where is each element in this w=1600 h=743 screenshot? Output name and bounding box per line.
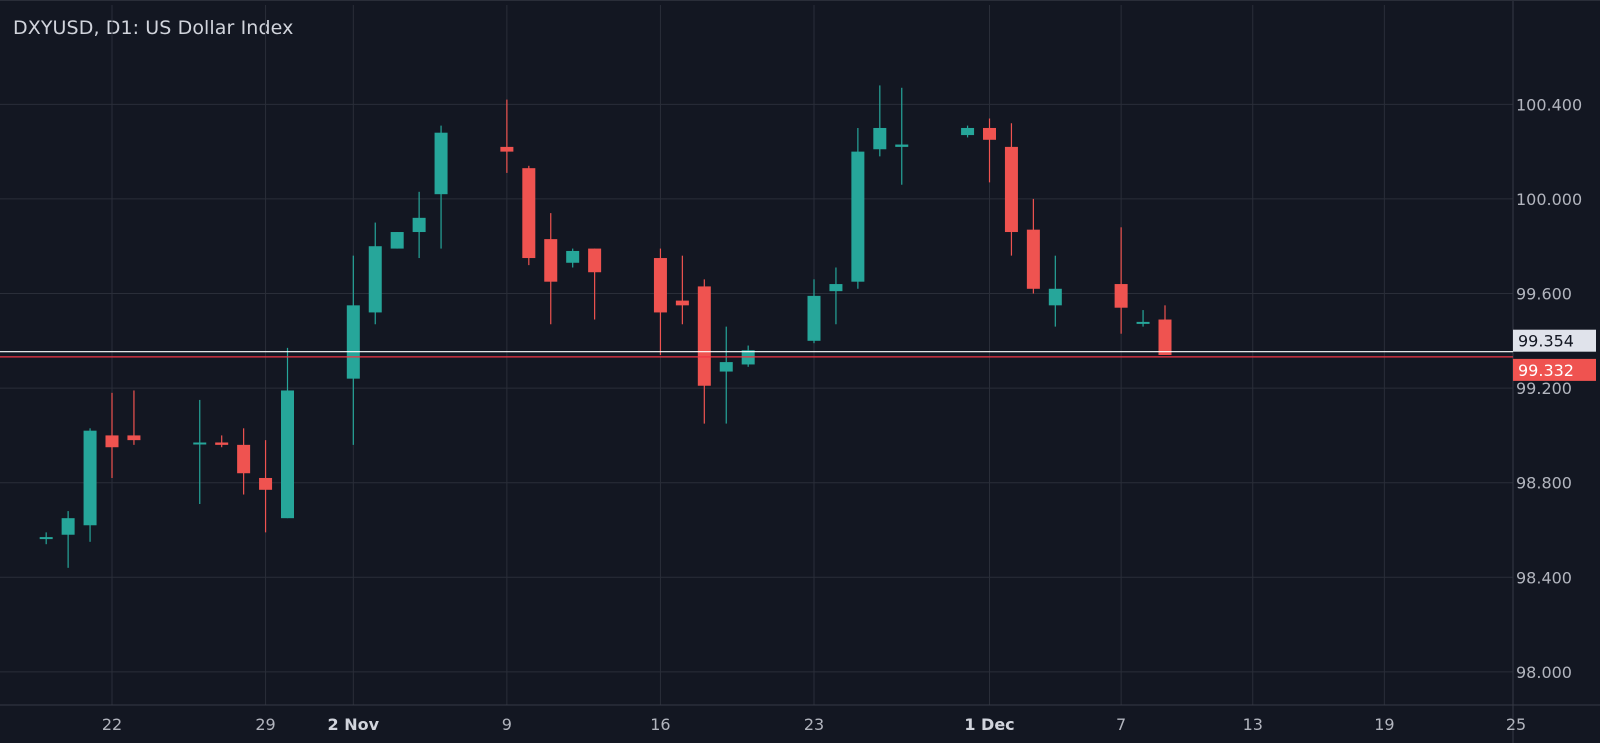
price-badge bbox=[1513, 358, 1596, 381]
candle-body[interactable] bbox=[105, 435, 119, 448]
x-tick-label: 25 bbox=[1506, 715, 1526, 734]
x-tick-label: 7 bbox=[1116, 715, 1126, 734]
candle-body[interactable] bbox=[434, 132, 448, 195]
candle-body[interactable] bbox=[895, 144, 909, 147]
candle-body[interactable] bbox=[83, 430, 97, 526]
candle-body[interactable] bbox=[719, 362, 733, 372]
candle-body[interactable] bbox=[193, 442, 207, 445]
x-tick-label: 13 bbox=[1243, 715, 1263, 734]
candle-body[interactable] bbox=[215, 442, 229, 445]
candle-body[interactable] bbox=[697, 286, 711, 386]
candle-body[interactable] bbox=[281, 390, 294, 519]
candle-body[interactable] bbox=[1136, 321, 1150, 324]
candle-body[interactable] bbox=[1048, 288, 1062, 306]
x-tick-label: 19 bbox=[1374, 715, 1394, 734]
y-tick-label: 100.400 bbox=[1516, 95, 1582, 114]
candle-body[interactable] bbox=[675, 300, 689, 306]
y-tick-label: 99.200 bbox=[1516, 379, 1572, 398]
x-tick-label: 9 bbox=[502, 715, 512, 734]
y-tick-label: 98.400 bbox=[1516, 568, 1572, 587]
x-tick-label: 29 bbox=[255, 715, 275, 734]
chart-title: DXYUSD, D1: US Dollar Index bbox=[13, 17, 294, 39]
candle-body[interactable] bbox=[500, 146, 514, 152]
candle-body[interactable] bbox=[544, 239, 558, 282]
y-tick-label: 98.000 bbox=[1516, 663, 1572, 682]
price-badge bbox=[1513, 329, 1596, 352]
candle-body[interactable] bbox=[346, 305, 360, 379]
x-tick-label: 16 bbox=[650, 715, 670, 734]
candle-body[interactable] bbox=[39, 537, 53, 540]
candle-body[interactable] bbox=[807, 295, 821, 341]
x-tick-label: 1 Dec bbox=[964, 715, 1014, 734]
x-tick-label: 23 bbox=[804, 715, 824, 734]
price-badge-label: 99.332 bbox=[1518, 361, 1574, 380]
candle-body[interactable] bbox=[412, 217, 426, 233]
candle-body[interactable] bbox=[653, 258, 667, 313]
candle-body[interactable] bbox=[588, 248, 602, 273]
candle-body[interactable] bbox=[1004, 146, 1018, 233]
x-tick-label: 22 bbox=[102, 715, 122, 734]
candle-body[interactable] bbox=[1026, 229, 1040, 289]
candle-body[interactable] bbox=[259, 477, 273, 490]
y-tick-label: 98.800 bbox=[1516, 474, 1572, 493]
candle-body[interactable] bbox=[961, 127, 975, 136]
candle-body[interactable] bbox=[368, 246, 382, 313]
candle-body[interactable] bbox=[983, 127, 996, 140]
candle-body[interactable] bbox=[127, 435, 141, 441]
candle-body[interactable] bbox=[851, 151, 865, 282]
candle-body[interactable] bbox=[522, 168, 536, 259]
candle-body[interactable] bbox=[390, 232, 404, 249]
y-tick-label: 100.000 bbox=[1516, 190, 1582, 209]
x-tick-label: 2 Nov bbox=[328, 715, 380, 734]
candle-body[interactable] bbox=[566, 250, 580, 263]
price-badge-label: 99.354 bbox=[1518, 332, 1574, 351]
candle-body[interactable] bbox=[873, 127, 887, 150]
candle-body[interactable] bbox=[1158, 319, 1172, 355]
candle-body[interactable] bbox=[237, 444, 251, 474]
y-tick-label: 99.600 bbox=[1516, 285, 1572, 304]
candle-body[interactable] bbox=[829, 284, 843, 292]
candle-body[interactable] bbox=[1114, 284, 1128, 308]
candle-body[interactable] bbox=[61, 518, 75, 535]
